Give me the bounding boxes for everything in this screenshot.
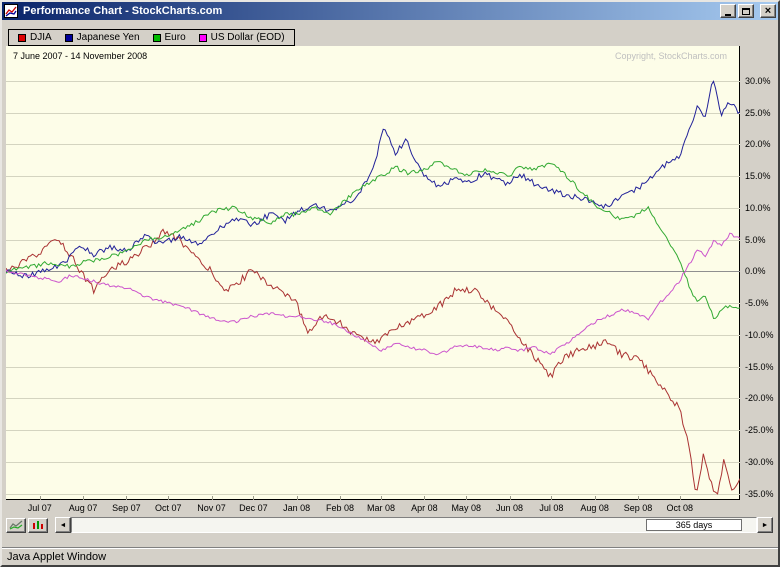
time-scrollbar[interactable]: ◄ 365 days ► xyxy=(55,517,773,533)
window-controls: × xyxy=(720,4,776,18)
x-axis-label: Sep 08 xyxy=(623,503,653,513)
window-title: Performance Chart - StockCharts.com xyxy=(23,5,223,17)
status-bar: Java Applet Window xyxy=(2,547,778,565)
legend-item-japanese-yen[interactable]: Japanese Yen xyxy=(64,32,140,43)
copyright-watermark: Copyright, StockCharts.com xyxy=(614,51,727,61)
time-scrollbar-row: ◄ 365 days ► xyxy=(6,517,773,533)
status-text: Java Applet Window xyxy=(7,550,107,563)
x-axis-label: Dec 07 xyxy=(239,503,268,513)
performance-line-chart xyxy=(6,80,740,500)
legend-label: Euro xyxy=(164,32,186,43)
x-axis-label: Oct 07 xyxy=(154,503,182,513)
legend-label: Japanese Yen xyxy=(76,32,140,43)
maximize-button[interactable] xyxy=(738,4,754,18)
legend-item-djia[interactable]: DJIA xyxy=(18,32,52,43)
y-axis-label: 30.0% xyxy=(745,75,771,86)
scroll-right-button[interactable]: ► xyxy=(757,517,773,533)
japanese-yen-color-swatch xyxy=(64,33,73,42)
line-chart-icon xyxy=(9,520,23,530)
minimize-button[interactable] xyxy=(720,4,736,18)
x-axis-labels: Jul 07 Aug 07 Sep 07 Oct 07 Nov 07 Dec 07 Jan … xyxy=(6,502,740,515)
y-axis-label: 20.0% xyxy=(745,139,771,150)
chart-legend: DJIA Japanese Yen Euro US Dollar (EOD) xyxy=(8,29,295,46)
djia-color-swatch xyxy=(18,33,26,42)
legend-item-euro[interactable]: Euro xyxy=(152,32,186,43)
x-axis-label: Nov 07 xyxy=(197,503,226,513)
y-axis-label: -25.0% xyxy=(745,425,774,436)
scroll-left-button[interactable]: ◄ xyxy=(55,517,71,533)
maximize-icon xyxy=(742,7,750,15)
title-bar[interactable]: Performance Chart - StockCharts.com × xyxy=(2,2,778,20)
series-line-djia xyxy=(6,228,740,495)
x-axis-label: Jan 08 xyxy=(283,503,311,513)
x-axis-label: Feb 08 xyxy=(325,503,354,513)
y-axis-label: -15.0% xyxy=(745,361,774,372)
y-axis-label: -30.0% xyxy=(745,456,774,467)
date-range-label: 7 June 2007 - 14 November 2008 xyxy=(13,51,148,61)
x-axis-label: Sep 07 xyxy=(112,503,141,513)
euro-color-swatch xyxy=(152,33,161,42)
y-axis-label: 25.0% xyxy=(745,107,771,118)
x-axis-label: Aug 08 xyxy=(580,503,609,513)
scrollbar-track[interactable]: 365 days xyxy=(71,517,757,533)
minimize-icon xyxy=(725,13,731,16)
applet-content: DJIA Japanese Yen Euro US Dollar (EOD) 7… xyxy=(2,20,778,547)
chart-plot-area: 7 June 2007 - 14 November 2008 Copyright… xyxy=(6,46,740,500)
y-axis-label: -10.0% xyxy=(745,329,774,340)
legend-item-us-dollar[interactable]: US Dollar (EOD) xyxy=(198,32,285,43)
range-length-box[interactable]: 365 days xyxy=(646,519,742,531)
y-axis-label: 5.0% xyxy=(745,234,766,245)
close-button[interactable]: × xyxy=(760,4,776,18)
legend-label: US Dollar (EOD) xyxy=(210,32,285,43)
x-axis-label: Jun 08 xyxy=(496,503,524,513)
x-axis-label: Apr 08 xyxy=(411,503,438,513)
y-axis-label: -20.0% xyxy=(745,393,774,404)
y-axis-labels: 30.0% 25.0% 20.0% 15.0% 10.0% 5.0% 0.0% -5.0% -1… xyxy=(744,46,778,502)
histogram-icon xyxy=(33,521,43,529)
y-axis-label: -35.0% xyxy=(745,488,774,499)
x-axis-label: Oct 08 xyxy=(666,503,694,513)
us-dollar-color-swatch xyxy=(198,33,207,42)
y-axis-label: 10.0% xyxy=(745,202,771,213)
x-axis-label: May 08 xyxy=(451,503,481,513)
x-axis-label: Mar 08 xyxy=(367,503,396,513)
histogram-mode-button[interactable] xyxy=(28,517,48,533)
legend-label: DJIA xyxy=(30,32,52,43)
series-line-us-dollar-eod xyxy=(6,232,740,356)
x-axis-label: Aug 07 xyxy=(68,503,98,513)
x-axis-label: Jul 07 xyxy=(27,503,52,513)
y-axis-label: 15.0% xyxy=(745,171,771,182)
y-axis-label: 0.0% xyxy=(745,266,766,277)
y-axis-label: -5.0% xyxy=(745,298,769,309)
app-icon xyxy=(4,4,20,18)
line-chart-mode-button[interactable] xyxy=(6,517,26,533)
series-line-euro xyxy=(6,161,740,320)
x-axis-label: Jul 08 xyxy=(539,503,564,513)
